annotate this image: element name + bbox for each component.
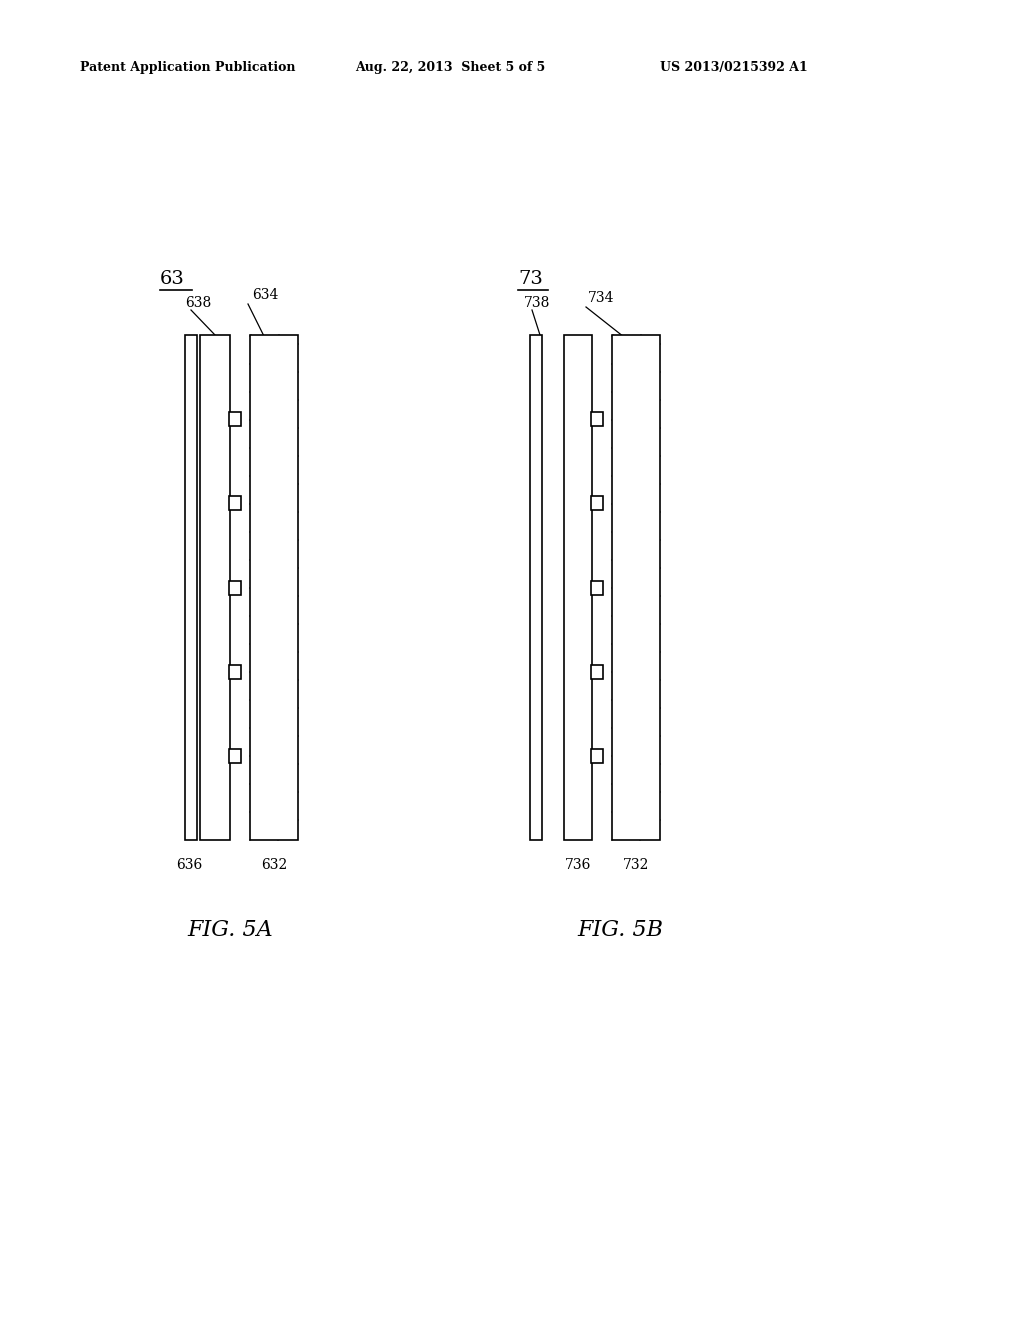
Bar: [185, 335, 197, 840]
Bar: [200, 335, 230, 840]
Bar: [530, 335, 542, 840]
Bar: [229, 581, 241, 594]
Bar: [591, 412, 603, 426]
Text: 638: 638: [185, 296, 211, 310]
Bar: [564, 335, 592, 840]
Text: 732: 732: [623, 858, 649, 873]
Text: 634: 634: [252, 288, 279, 302]
Text: 73: 73: [518, 271, 543, 288]
Text: 738: 738: [524, 296, 550, 310]
Text: 736: 736: [565, 858, 591, 873]
Bar: [591, 665, 603, 678]
Bar: [229, 496, 241, 511]
Bar: [250, 335, 298, 840]
Text: Aug. 22, 2013  Sheet 5 of 5: Aug. 22, 2013 Sheet 5 of 5: [355, 62, 545, 74]
Text: Patent Application Publication: Patent Application Publication: [80, 62, 296, 74]
Bar: [229, 412, 241, 426]
Bar: [612, 335, 660, 840]
Bar: [229, 665, 241, 678]
Bar: [591, 748, 603, 763]
Bar: [229, 748, 241, 763]
Text: FIG. 5B: FIG. 5B: [577, 919, 663, 941]
Bar: [591, 496, 603, 511]
Bar: [591, 581, 603, 594]
Text: 63: 63: [160, 271, 185, 288]
Text: 632: 632: [261, 858, 287, 873]
Text: FIG. 5A: FIG. 5A: [187, 919, 272, 941]
Text: 734: 734: [588, 290, 614, 305]
Text: US 2013/0215392 A1: US 2013/0215392 A1: [660, 62, 808, 74]
Text: 636: 636: [176, 858, 202, 873]
